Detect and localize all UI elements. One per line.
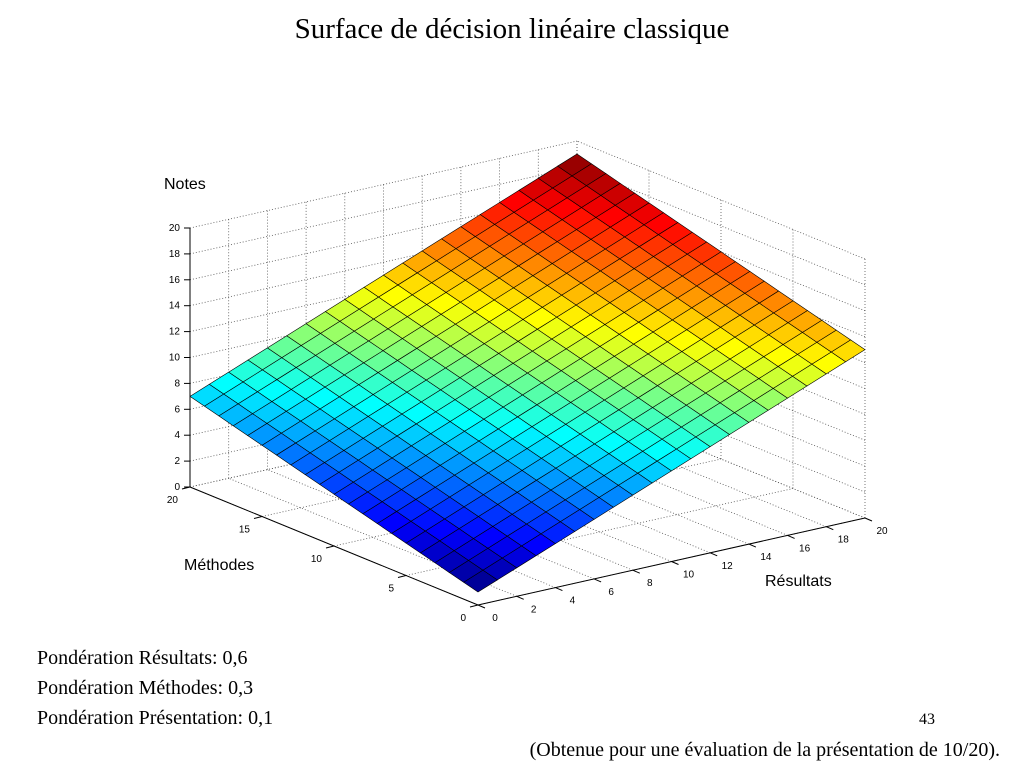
y-tick-label: 0 bbox=[460, 613, 466, 624]
y-tick-label: 15 bbox=[239, 525, 251, 536]
footnote: (Obtenue pour une évaluation de la prése… bbox=[530, 739, 1000, 761]
grid-line bbox=[576, 166, 866, 286]
grid-line bbox=[189, 166, 578, 255]
x-tick-label: 20 bbox=[876, 526, 888, 537]
grid-line bbox=[576, 347, 866, 467]
grid-line bbox=[538, 408, 827, 528]
surface-patch bbox=[557, 153, 592, 177]
grid-line bbox=[576, 321, 866, 441]
z-tick-label: 4 bbox=[174, 430, 180, 441]
tick-mark bbox=[397, 575, 407, 578]
z-tick-label: 10 bbox=[169, 353, 181, 364]
grid-line bbox=[576, 399, 866, 519]
z-tick-label: 18 bbox=[169, 249, 181, 260]
tick-mark bbox=[826, 526, 834, 531]
z-tick-label: 2 bbox=[174, 456, 180, 467]
x-tick-label: 16 bbox=[799, 543, 811, 554]
chart-title: Surface de décision linéaire classique bbox=[295, 13, 730, 45]
tick-mark bbox=[787, 534, 795, 539]
tick-mark bbox=[469, 604, 479, 608]
z-tick-label: 14 bbox=[169, 301, 181, 312]
z-tick-label: 12 bbox=[169, 327, 181, 338]
y-axis-label: Méthodes bbox=[184, 557, 254, 574]
grid-line bbox=[499, 417, 788, 536]
x-tick-label: 12 bbox=[722, 561, 734, 572]
tick-mark bbox=[710, 552, 718, 557]
y-tick-label: 5 bbox=[388, 584, 394, 595]
z-axis-label: Notes bbox=[164, 176, 206, 193]
tick-mark bbox=[864, 517, 873, 522]
grid-line bbox=[576, 140, 866, 260]
z-tick-label: 6 bbox=[174, 404, 180, 415]
note: Pondération Résultats: 0,6 bbox=[37, 647, 248, 669]
note: Pondération Méthodes: 0,3 bbox=[37, 677, 253, 699]
x-tick-label: 8 bbox=[647, 578, 653, 589]
z-tick-label: 0 bbox=[174, 482, 180, 493]
note: Pondération Présentation: 0,1 bbox=[37, 707, 273, 729]
plot: 0 2 4 6 8 10 12 14 16 18 20 0 2 4 6 8 10 12 14 16 18 20 0 5 10 15… bbox=[167, 140, 888, 624]
x-tick-label: 0 bbox=[492, 613, 498, 624]
x-tick-label: 2 bbox=[531, 604, 537, 615]
grid-line bbox=[422, 434, 711, 554]
x-tick-label: 14 bbox=[760, 552, 772, 563]
x-tick-label: 18 bbox=[838, 535, 850, 546]
tick-mark bbox=[253, 516, 263, 519]
grid-line bbox=[576, 192, 866, 312]
grid-line bbox=[344, 451, 633, 571]
y-tick-label: 10 bbox=[311, 554, 323, 565]
tick-mark bbox=[632, 569, 640, 574]
z-tick-label: 8 bbox=[174, 378, 180, 389]
grid-line bbox=[383, 443, 672, 562]
tick-mark bbox=[555, 587, 563, 592]
z-tick-label: 20 bbox=[169, 223, 181, 234]
grid-line bbox=[576, 296, 866, 415]
tick-mark bbox=[477, 604, 486, 609]
y-tick-label: 20 bbox=[167, 495, 179, 506]
grid-line bbox=[460, 425, 750, 545]
x-tick-label: 10 bbox=[683, 570, 695, 581]
tick-mark bbox=[593, 578, 602, 583]
tick-mark bbox=[181, 486, 191, 490]
z-tick-label: 16 bbox=[169, 275, 181, 286]
x-tick-label: 6 bbox=[608, 587, 614, 598]
tick-mark bbox=[671, 561, 679, 565]
page-number: 43 bbox=[919, 711, 935, 728]
tick-mark bbox=[748, 543, 757, 548]
grid-line bbox=[576, 373, 866, 493]
tick-mark bbox=[516, 595, 524, 600]
tick-mark bbox=[325, 545, 335, 549]
grid-line bbox=[305, 460, 595, 580]
x-axis-label: Résultats bbox=[765, 573, 832, 590]
x-tick-label: 4 bbox=[570, 596, 576, 607]
